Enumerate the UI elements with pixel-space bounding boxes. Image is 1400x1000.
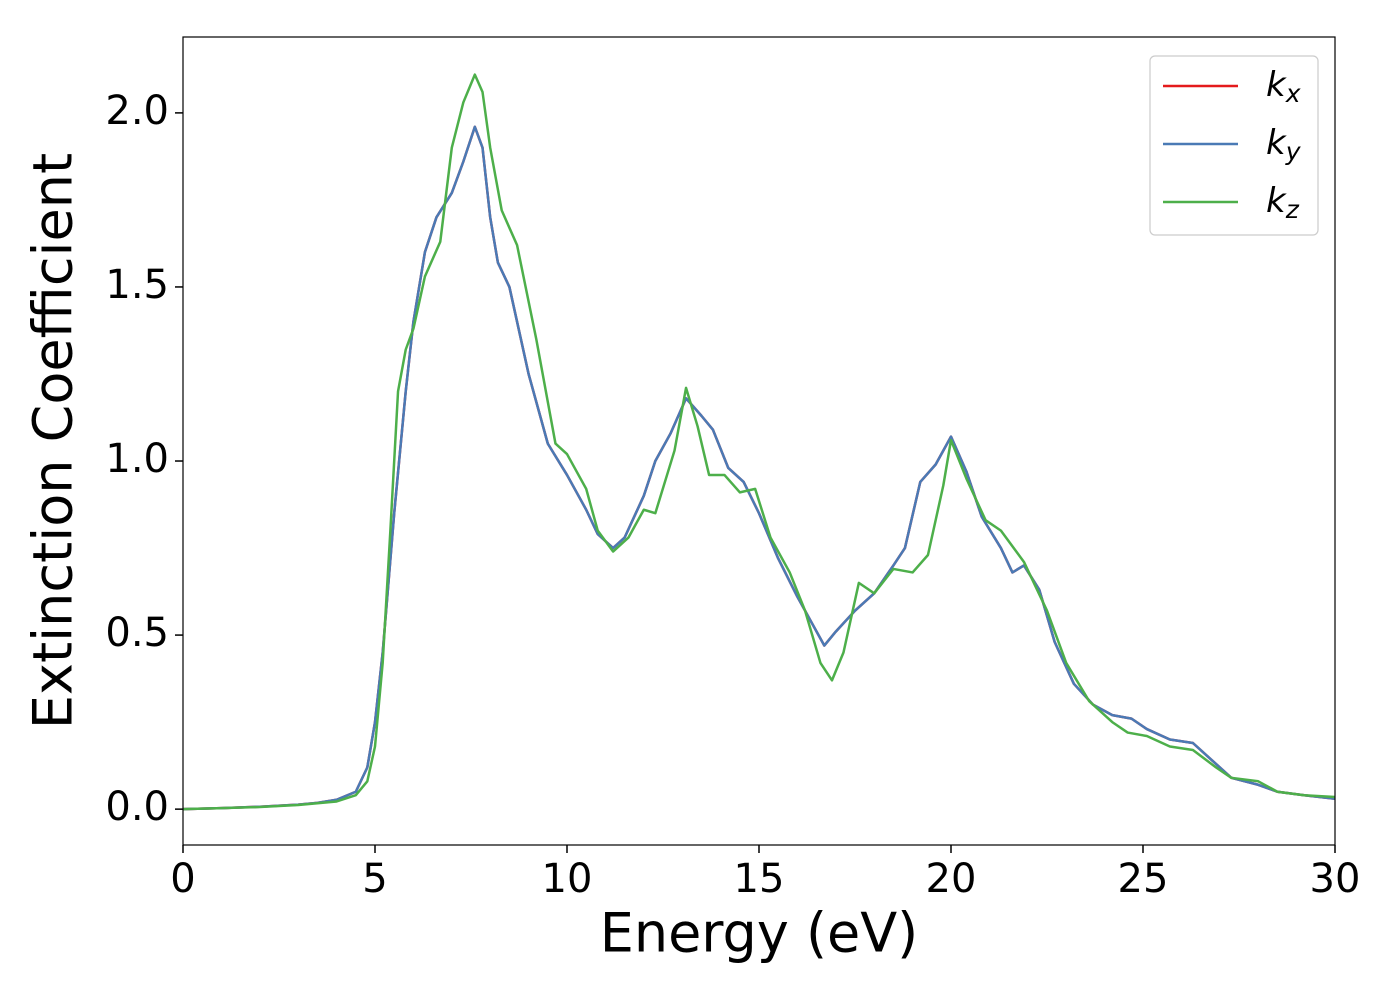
- plot-frame: [182, 36, 1336, 846]
- legend-label-subscript: x: [1285, 79, 1301, 108]
- legend-label: ky: [1266, 123, 1302, 167]
- y-tick-label: 0.0: [105, 784, 169, 830]
- y-tick-label: 1.5: [105, 262, 169, 308]
- legend-label-base: k: [1266, 123, 1287, 163]
- x-axis-label: Energy (eV): [600, 902, 919, 965]
- y-tick-label: 1.0: [105, 436, 169, 482]
- x-tick-label: 30: [1310, 856, 1361, 902]
- y-tick-label: 0.5: [105, 610, 169, 656]
- x-tick-label: 25: [1118, 856, 1169, 902]
- series-line: [183, 73, 1335, 811]
- y-axis-label: Extinction Coefficient: [22, 153, 85, 729]
- x-tick-label: 15: [734, 856, 785, 902]
- x-tick-label: 5: [362, 856, 387, 902]
- legend-label: kx: [1266, 65, 1301, 109]
- legend-label-subscript: y: [1285, 137, 1302, 166]
- x-tick-label: 0: [170, 856, 195, 902]
- legend-label-base: k: [1266, 65, 1287, 105]
- y-tick-label: 2.0: [105, 88, 169, 134]
- legend-label: kz: [1266, 181, 1300, 225]
- legend-box: [1149, 55, 1319, 236]
- x-tick-label: 10: [542, 856, 593, 902]
- x-tick-label: 20: [926, 856, 977, 902]
- series-line: [183, 125, 1335, 811]
- legend-label-subscript: z: [1285, 195, 1300, 224]
- legend-label-base: k: [1266, 181, 1287, 221]
